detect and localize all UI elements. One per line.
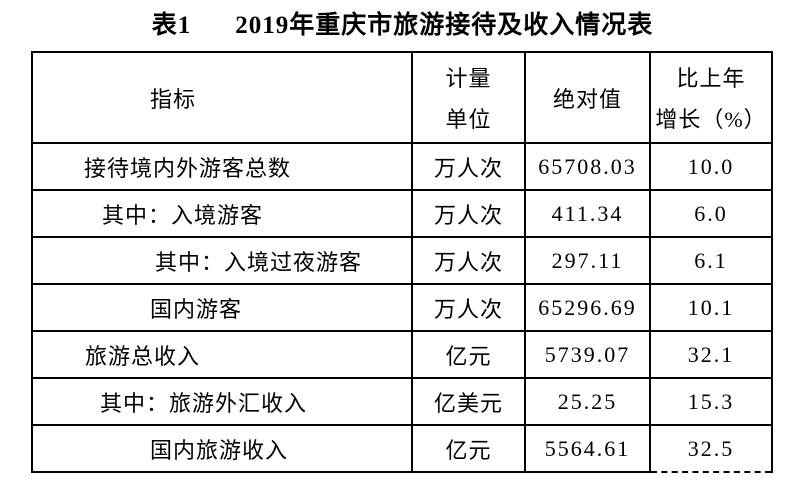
table-title: 表1 2019年重庆市旅游接待及收入情况表 [0, 5, 805, 41]
row2-growth: 6.0 [651, 191, 771, 238]
row6-growth: 15.3 [651, 379, 771, 426]
header-indicator: 指标 [33, 53, 413, 144]
header-unit-line2: 单位 [445, 106, 492, 132]
row5-growth: 32.1 [651, 332, 771, 379]
header-absolute-value: 绝对值 [526, 53, 651, 144]
tourism-statistics-table: 指标 计量 单位 绝对值 比上年 增长（%） 接待境内外游客总数 万人次 657… [31, 51, 773, 473]
row3-unit: 万人次 [413, 238, 526, 285]
row6-indicator: 其中：旅游外汇收入 [33, 379, 413, 426]
header-growth: 比上年 增长（%） [651, 53, 771, 144]
table-number-label: 表1 [151, 12, 192, 39]
table-title-text: 2019年重庆市旅游接待及收入情况表 [235, 12, 654, 39]
row2-indicator: 其中：入境游客 [33, 191, 413, 238]
row1-value: 65708.03 [526, 144, 651, 191]
row3-indicator: 其中：入境过夜游客 [33, 238, 413, 285]
row3-growth: 6.1 [651, 238, 771, 285]
row1-unit: 万人次 [413, 144, 526, 191]
row5-unit: 亿元 [413, 332, 526, 379]
row7-growth: 32.5 [651, 426, 771, 473]
row1-growth: 10.0 [651, 144, 771, 191]
row1-indicator: 接待境内外游客总数 [33, 144, 413, 191]
row4-indicator: 国内游客 [33, 285, 413, 332]
row5-indicator: 旅游总收入 [33, 332, 413, 379]
row3-value: 297.11 [526, 238, 651, 285]
row4-growth: 10.1 [651, 285, 771, 332]
row6-value: 25.25 [526, 379, 651, 426]
row4-value: 65296.69 [526, 285, 651, 332]
header-unit-line1: 计量 [445, 66, 492, 92]
row4-unit: 万人次 [413, 285, 526, 332]
header-growth-line2: 增长（%） [655, 106, 767, 132]
row6-unit: 亿美元 [413, 379, 526, 426]
header-growth-line1: 比上年 [676, 66, 746, 92]
row5-value: 5739.07 [526, 332, 651, 379]
row2-unit: 万人次 [413, 191, 526, 238]
row7-unit: 亿元 [413, 426, 526, 473]
row2-value: 411.34 [526, 191, 651, 238]
row7-value: 5564.61 [526, 426, 651, 473]
row7-indicator: 国内旅游收入 [33, 426, 413, 473]
header-unit: 计量 单位 [413, 53, 526, 144]
